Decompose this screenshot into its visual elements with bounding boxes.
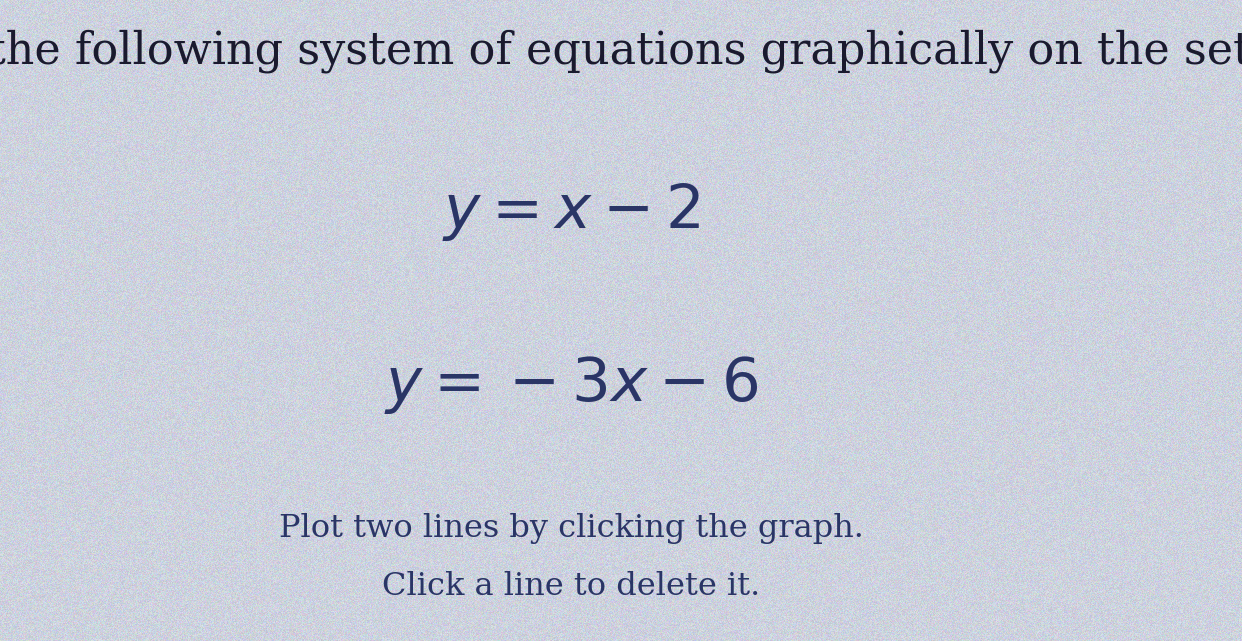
- Text: $y = -3x - 6$: $y = -3x - 6$: [384, 354, 759, 415]
- Text: Click a line to delete it.: Click a line to delete it.: [383, 571, 760, 602]
- Text: Plot two lines by clicking the graph.: Plot two lines by clicking the graph.: [279, 513, 863, 544]
- Text: $y = x - 2$: $y = x - 2$: [442, 181, 700, 242]
- Text: the following system of equations graphically on the set: the following system of equations graphi…: [0, 29, 1242, 72]
